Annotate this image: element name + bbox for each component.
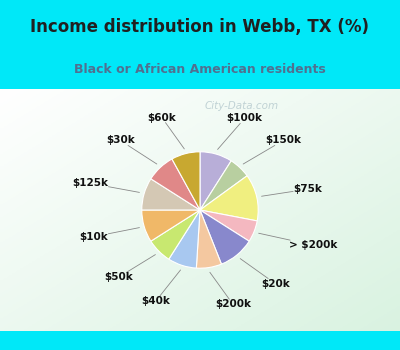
Text: Income distribution in Webb, TX (%): Income distribution in Webb, TX (%) xyxy=(30,18,370,36)
Text: $40k: $40k xyxy=(142,270,180,306)
Text: $30k: $30k xyxy=(106,135,157,164)
Text: $100k: $100k xyxy=(218,113,263,149)
Wedge shape xyxy=(196,210,222,268)
Text: $125k: $125k xyxy=(72,178,140,192)
Text: $10k: $10k xyxy=(80,228,140,241)
Text: $50k: $50k xyxy=(104,254,156,282)
Wedge shape xyxy=(172,152,200,210)
Wedge shape xyxy=(200,176,258,221)
Wedge shape xyxy=(142,210,200,241)
Text: $200k: $200k xyxy=(210,272,251,309)
Wedge shape xyxy=(142,179,200,210)
Wedge shape xyxy=(151,210,200,259)
Text: $60k: $60k xyxy=(148,113,184,149)
Text: $75k: $75k xyxy=(262,184,322,196)
Text: City-Data.com: City-Data.com xyxy=(205,102,279,112)
Text: > $200k: > $200k xyxy=(259,233,337,250)
Wedge shape xyxy=(200,210,257,241)
Text: $20k: $20k xyxy=(240,259,290,288)
Wedge shape xyxy=(200,161,247,210)
Wedge shape xyxy=(151,159,200,210)
Text: $150k: $150k xyxy=(243,135,301,164)
Text: Black or African American residents: Black or African American residents xyxy=(74,63,326,76)
Wedge shape xyxy=(200,210,249,264)
Wedge shape xyxy=(169,210,200,268)
Wedge shape xyxy=(200,152,231,210)
